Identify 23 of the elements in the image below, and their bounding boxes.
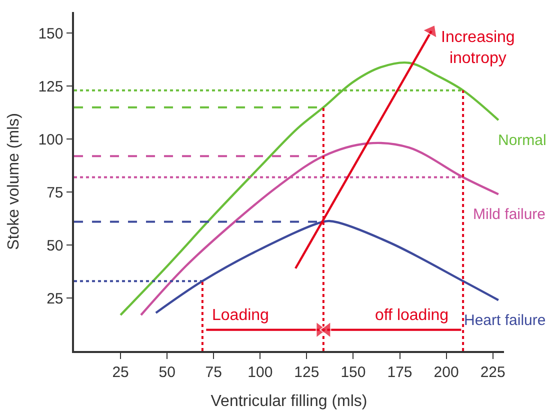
y-tick-label: 150 [38,25,64,42]
x-tick-label: 200 [434,364,459,381]
y-tick-label: 75 [46,184,64,202]
series-label: off loading [375,307,449,324]
series-label: Loading [212,307,269,324]
y-tick-label: 100 [38,131,64,148]
series-label: Mild failure [473,206,546,223]
x-tick-label: 150 [340,364,366,381]
y-axis-title: Stoke volume (mls) [6,113,23,250]
y-tick-label: 125 [38,78,64,96]
x-tick-label: 100 [248,364,273,381]
x-tick-label: 225 [480,364,506,381]
x-tick-label: 175 [387,364,412,381]
x-tick-label: 75 [205,364,222,381]
y-tick-label: 50 [46,237,64,254]
y-tick-label: 25 [46,290,64,308]
x-tick-label: 125 [294,364,320,381]
series-label: Heart failure [464,312,546,329]
x-tick-label: 50 [158,364,176,381]
x-axis-title: Ventricular filling (mls) [210,392,368,410]
series-label: Increasing inotropy [441,29,515,67]
series-label: Normal [498,132,546,149]
x-tick-label: 25 [112,364,129,381]
